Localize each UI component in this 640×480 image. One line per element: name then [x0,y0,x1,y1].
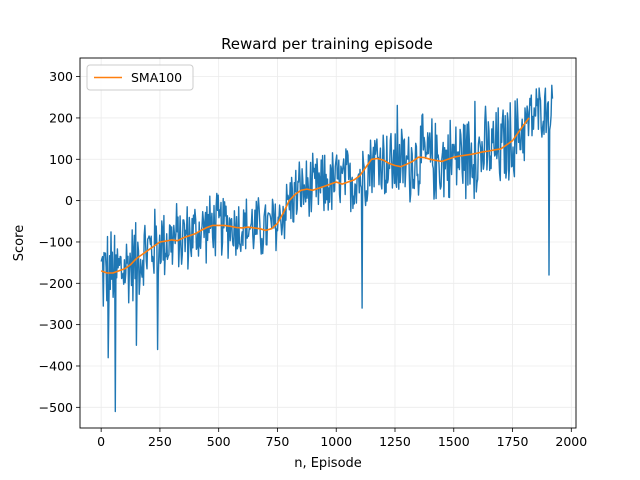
y-tick-label: −200 [39,276,73,291]
x-tick-label: 0 [97,434,105,449]
y-tick-label: −100 [39,234,73,249]
x-tick-label: 500 [207,434,231,449]
legend-box [86,64,194,91]
x-axis: 0 250 500 750 1000 1250 1500 1750 2000 [97,428,587,449]
plot-frame [79,57,577,429]
chart-title: Reward per training episode [221,35,433,53]
legend: SMA100 [86,64,194,91]
y-axis-label: Score [12,225,27,261]
x-axis-label: n, Episode [294,456,362,471]
y-tick-label: 200 [49,110,73,125]
y-tick-label: 0 [65,193,73,208]
legend-label-sma100: SMA100 [131,70,182,85]
series-layer [100,84,554,413]
y-tick-label: −400 [39,358,73,373]
series-line-sma100 [100,117,530,274]
y-tick-label: 100 [49,152,73,167]
y-tick-label: 300 [49,69,73,84]
y-axis: 300 200 100 0 −100 −200 −300 −400 −500 [39,69,80,415]
x-tick-label: 750 [266,434,290,449]
x-tick-label: 1250 [379,434,411,449]
y-tick-label: −300 [39,317,73,332]
x-tick-label: 1500 [438,434,470,449]
x-tick-label: 1000 [320,434,352,449]
y-tick-label: −500 [39,400,73,415]
x-tick-label: 2000 [555,434,587,449]
x-tick-label: 1750 [497,434,529,449]
series-line-score [100,84,554,413]
grid [80,58,576,428]
x-tick-label: 250 [148,434,172,449]
